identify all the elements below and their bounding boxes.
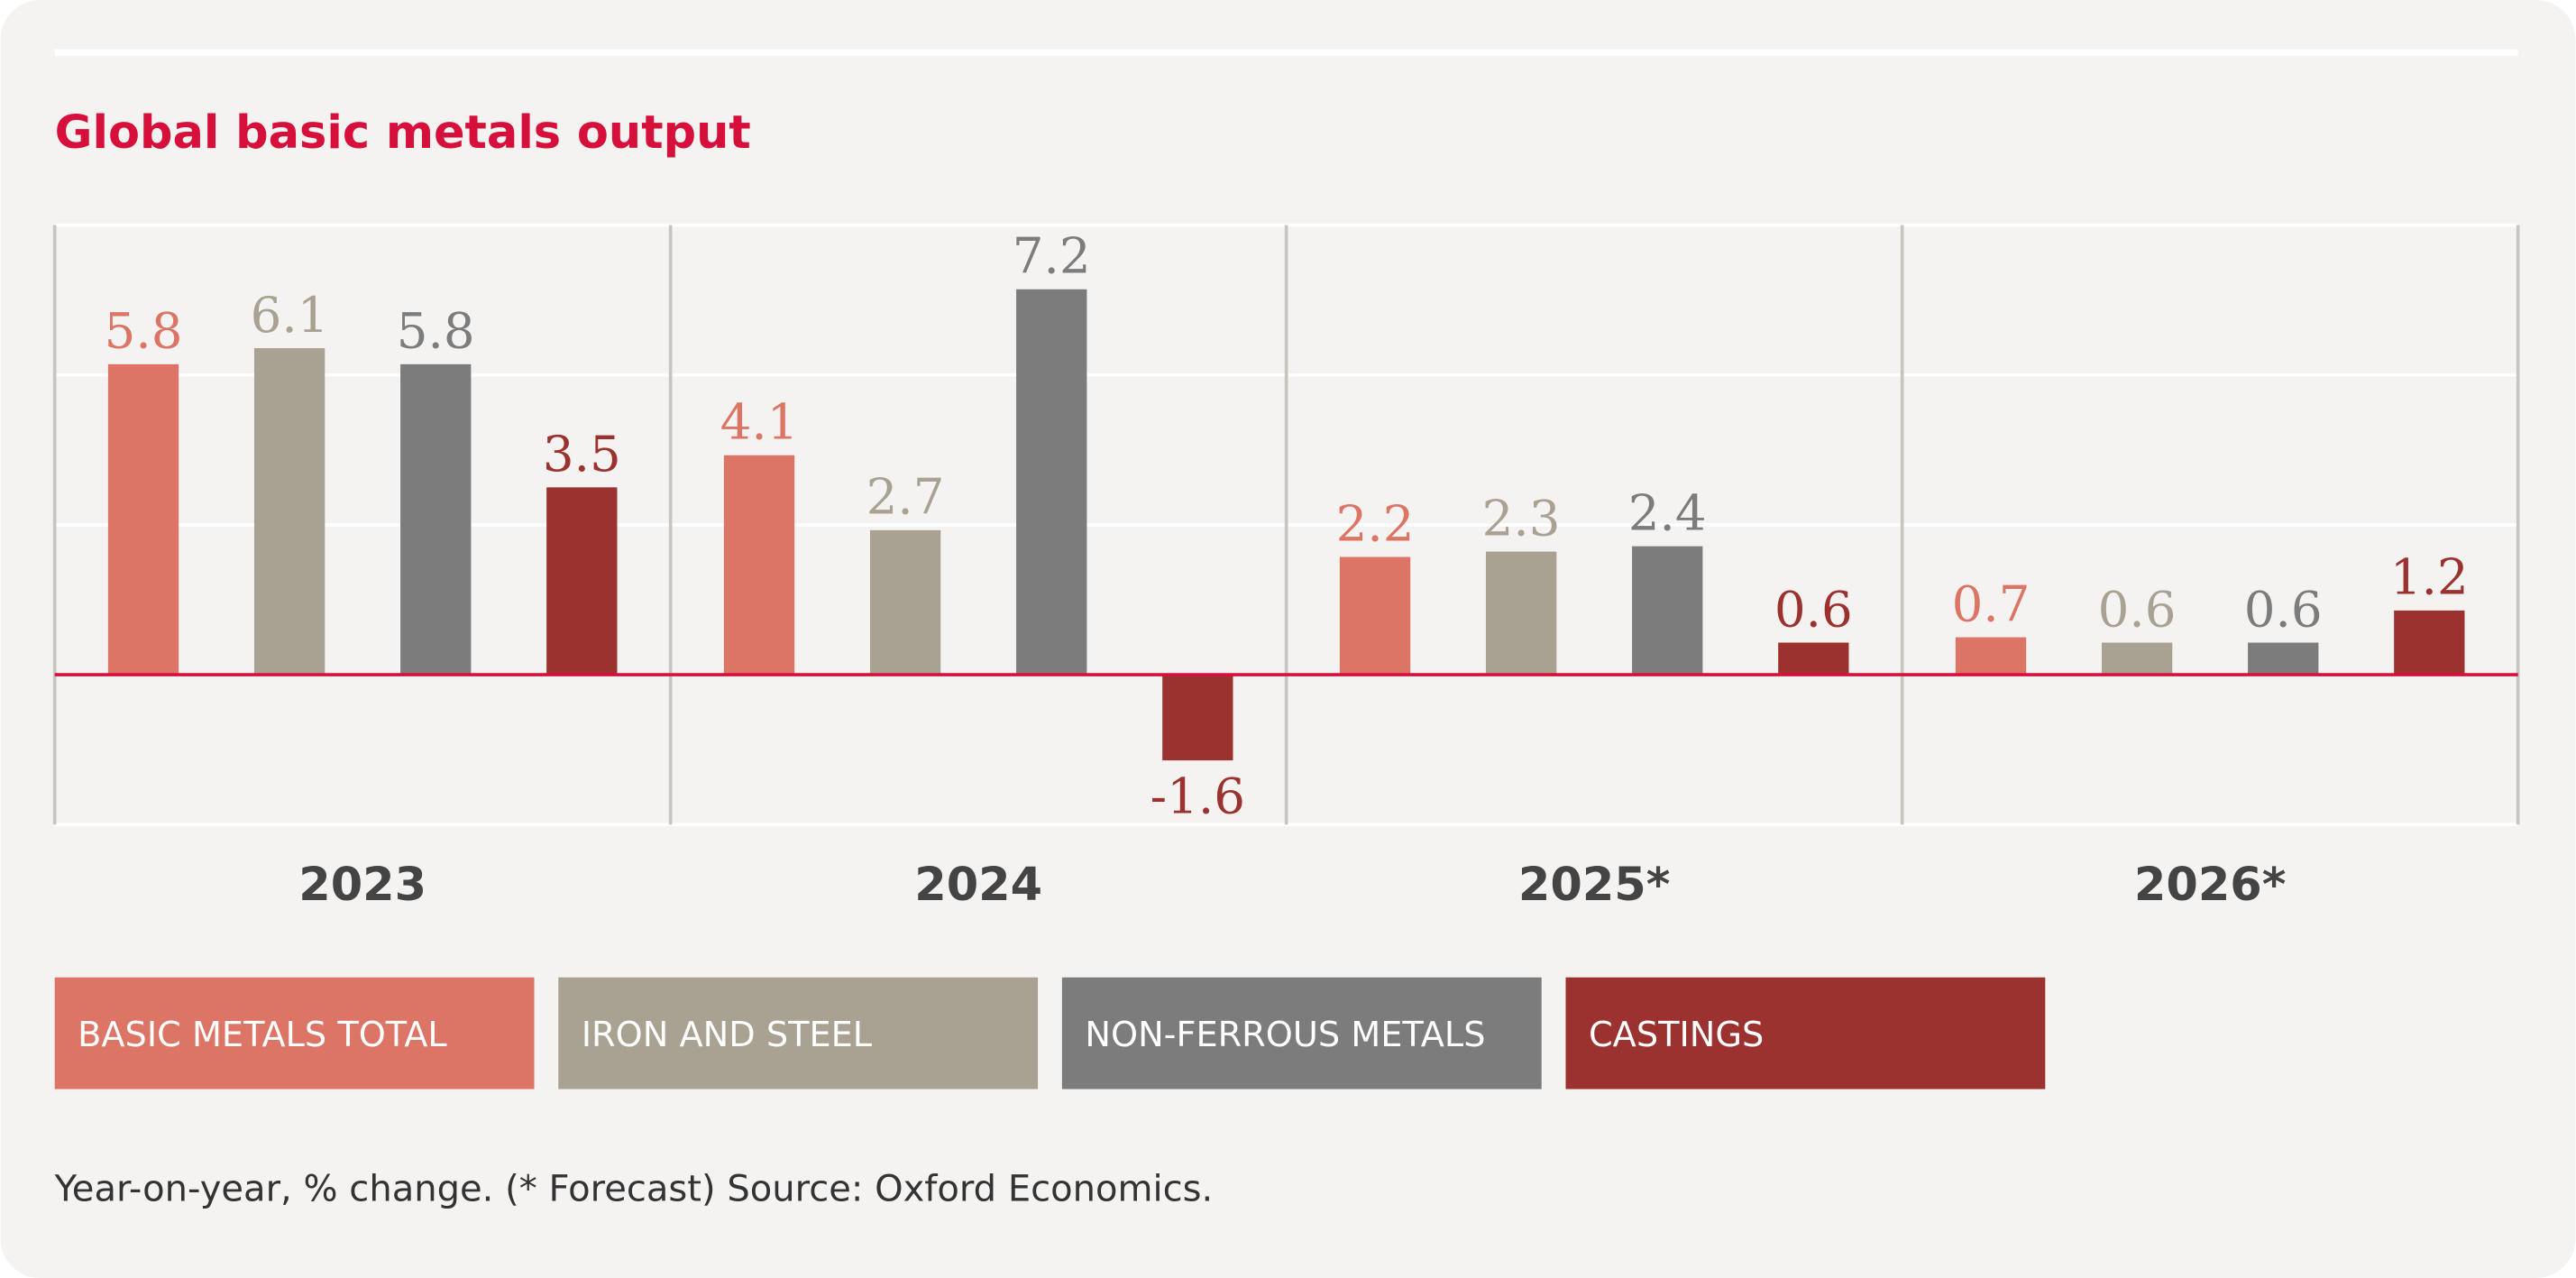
value-label: 0.7: [1952, 575, 2031, 632]
value-label: 1.2: [2390, 548, 2469, 606]
bar: [869, 529, 941, 676]
bar: [400, 363, 472, 676]
chart-title: Global basic metals output: [55, 106, 751, 160]
bar: [1955, 637, 2027, 676]
value-label: 0.6: [2244, 580, 2323, 638]
bar: [1778, 642, 1849, 676]
bar: [546, 487, 618, 676]
x-tick-label: 2025*: [1518, 859, 1671, 912]
value-label: 2.3: [1482, 489, 1561, 547]
bar: [1632, 546, 1703, 676]
value-label: 2.7: [866, 468, 945, 526]
bar: [723, 455, 795, 676]
value-label: 0.6: [2098, 580, 2177, 638]
value-label: 0.6: [1774, 580, 1853, 638]
value-label: 6.1: [251, 286, 329, 344]
value-label: 2.2: [1336, 494, 1415, 552]
value-label: 2.4: [1628, 483, 1707, 541]
bar: [2248, 642, 2319, 676]
value-label: 7.2: [1013, 227, 1091, 285]
x-tick-label: 2026*: [2134, 859, 2287, 912]
legend-swatch: [1565, 977, 2046, 1090]
bar: [1162, 675, 1233, 761]
value-label: 5.8: [397, 302, 475, 360]
value-label: 3.5: [543, 425, 621, 483]
bar: [253, 348, 325, 676]
bar: [2101, 642, 2173, 676]
footnote: Year-on-year, % change. (* Forecast) Sou…: [54, 1168, 1214, 1209]
legend-label: IRON AND STEEL: [582, 1016, 873, 1055]
bar: [1339, 556, 1411, 676]
value-label: -1.6: [1150, 767, 1245, 824]
x-tick-label: 2023: [298, 859, 426, 912]
legend-swatch: [1061, 977, 1542, 1090]
value-label: 4.1: [720, 393, 799, 451]
value-label: 5.8: [105, 302, 183, 360]
legend-swatch: [54, 977, 535, 1090]
bar: [2394, 610, 2465, 676]
x-tick-label: 2024: [914, 859, 1042, 912]
bar: [1485, 551, 1557, 676]
bar: [107, 363, 179, 676]
legend-label: CASTINGS: [1589, 1016, 1764, 1055]
legend-swatch: [558, 977, 1039, 1090]
bar: [1016, 289, 1087, 676]
legend-label: BASIC METALS TOTAL: [78, 1016, 447, 1055]
legend-label: NON-FERROUS METALS: [1085, 1016, 1485, 1055]
